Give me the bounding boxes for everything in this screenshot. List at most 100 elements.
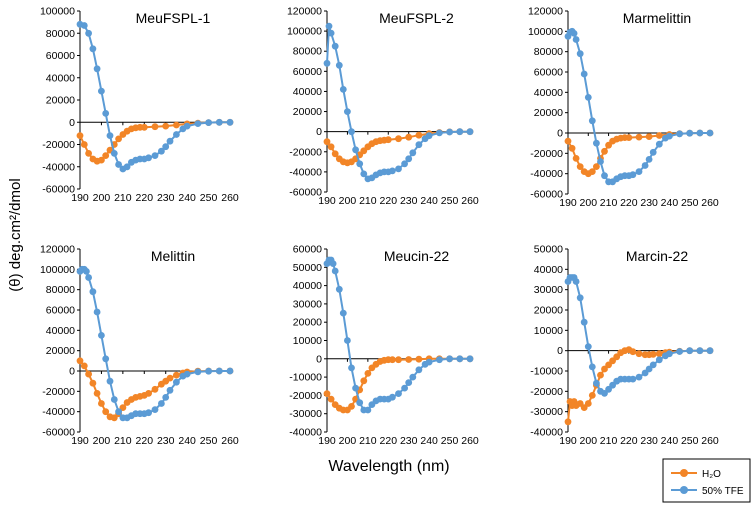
data-point-h2o <box>162 122 170 130</box>
data-point-h2o <box>597 371 604 379</box>
y-tick-label: 40000 <box>293 86 322 98</box>
data-point-h2o <box>80 141 88 148</box>
y-tick-label: 80000 <box>293 46 322 58</box>
data-point-50-tfe <box>89 45 97 53</box>
y-tick-label: 10000 <box>293 335 322 347</box>
y-tick-label: -40000 <box>530 427 563 439</box>
data-point-h2o <box>85 370 92 378</box>
data-point-50-tfe <box>325 22 333 30</box>
panel-marcin-22: -40000 -30000 -20000 -10000 0 10000 20000 30000… <box>530 244 719 448</box>
data-point-h2o <box>588 168 596 176</box>
series-50-tfe <box>564 274 714 397</box>
y-tick-label: 30000 <box>534 284 563 296</box>
x-tick-label: 240 <box>178 192 196 204</box>
data-point-h2o <box>364 370 372 377</box>
data-point-50-tfe <box>85 274 92 281</box>
legend: H₂O 50% TFE <box>662 458 751 503</box>
data-point-50-tfe <box>389 393 396 401</box>
data-point-50-tfe <box>93 65 101 73</box>
data-point-h2o <box>584 400 592 407</box>
data-point-50-tfe <box>706 129 714 137</box>
data-point-h2o <box>601 147 608 155</box>
data-point-h2o <box>389 356 396 364</box>
series-50-tfe <box>323 256 474 414</box>
y-tick-label: -20000 <box>530 148 563 160</box>
series-50-tfe <box>564 27 714 186</box>
y-tick-label: 120000 <box>40 244 75 256</box>
x-tick-label: 190 <box>71 192 89 204</box>
series-line-50-tfe <box>567 30 710 183</box>
y-tick-label: 60000 <box>293 66 322 78</box>
data-point-50-tfe <box>173 378 180 386</box>
data-point-50-tfe <box>335 61 343 69</box>
data-point-50-tfe <box>588 117 596 125</box>
data-point-50-tfe <box>666 350 673 358</box>
data-point-50-tfe <box>123 163 131 171</box>
data-point-h2o <box>331 150 339 158</box>
data-point-50-tfe <box>456 128 464 136</box>
y-tick-label: -60000 <box>42 184 75 196</box>
data-point-h2o <box>119 404 127 411</box>
panel-title: MeuFSPL-1 <box>136 10 211 26</box>
chart-panels: -60000 -40000 -20000 0 20000 40000 60000 80000 1… <box>40 6 719 448</box>
x-tick-label: 200 <box>580 197 598 209</box>
x-tick-label: 190 <box>71 435 89 447</box>
x-tick-label: 240 <box>661 435 679 447</box>
data-point-50-tfe <box>352 384 359 392</box>
data-point-h2o <box>115 135 122 143</box>
y-tick-label: 20000 <box>46 345 75 357</box>
data-point-h2o <box>405 133 413 141</box>
y-tick-label: 0 <box>69 117 75 129</box>
x-tick-label: 210 <box>114 435 132 447</box>
x-tick-label: 210 <box>600 197 618 209</box>
panel-melittin: -60000 -40000 -20000 0 20000 40000 60000 80000 1… <box>40 244 239 448</box>
legend-swatch-marker-tfe <box>680 486 688 494</box>
y-tick-label: -40000 <box>42 406 75 418</box>
x-tick-label: 190 <box>559 435 577 447</box>
data-point-h2o <box>140 123 148 131</box>
data-point-h2o <box>98 400 105 407</box>
data-point-50-tfe <box>331 267 339 275</box>
x-axis-label: Wavelength (nm) <box>328 458 449 475</box>
data-point-50-tfe <box>593 379 600 387</box>
data-point-h2o <box>80 362 88 370</box>
x-tick-label: 200 <box>339 195 357 207</box>
data-point-50-tfe <box>655 356 663 364</box>
data-point-50-tfe <box>106 132 114 140</box>
legend-label-h2o: H₂O <box>702 469 721 480</box>
x-tick-label: 260 <box>701 435 719 447</box>
x-tick-label: 210 <box>600 435 618 447</box>
y-tick-label: 50000 <box>534 244 563 256</box>
x-tick-label: 240 <box>420 435 438 447</box>
data-point-h2o <box>98 156 105 164</box>
data-point-50-tfe <box>102 355 110 363</box>
data-point-50-tfe <box>158 147 165 155</box>
y-tick-label: 20000 <box>534 305 563 317</box>
x-tick-label: 190 <box>318 195 336 207</box>
legend-box <box>662 458 751 503</box>
data-point-h2o <box>327 143 335 151</box>
y-tick-label: 60000 <box>293 244 322 256</box>
data-point-50-tfe <box>649 148 657 156</box>
x-tick-label: 210 <box>114 192 132 204</box>
data-point-50-tfe <box>389 167 396 175</box>
y-tick-label: 40000 <box>534 87 563 99</box>
y-tick-label: -20000 <box>42 386 75 398</box>
data-point-h2o <box>415 355 423 363</box>
y-tick-label: -40000 <box>530 168 563 180</box>
data-point-50-tfe <box>173 131 180 138</box>
data-point-50-tfe <box>162 394 170 401</box>
data-point-50-tfe <box>405 379 413 386</box>
series-50-tfe <box>76 265 234 422</box>
data-point-h2o <box>395 135 402 143</box>
data-point-h2o <box>635 350 643 358</box>
y-tick-label: -30000 <box>530 406 563 418</box>
data-point-50-tfe <box>588 363 596 371</box>
y-tick-label: 80000 <box>46 28 75 40</box>
data-point-h2o <box>572 155 580 162</box>
data-point-50-tfe <box>352 146 359 154</box>
data-point-50-tfe <box>580 70 588 78</box>
data-point-h2o <box>629 348 637 356</box>
x-tick-label: 260 <box>461 435 479 447</box>
series-50-tfe <box>323 22 474 183</box>
